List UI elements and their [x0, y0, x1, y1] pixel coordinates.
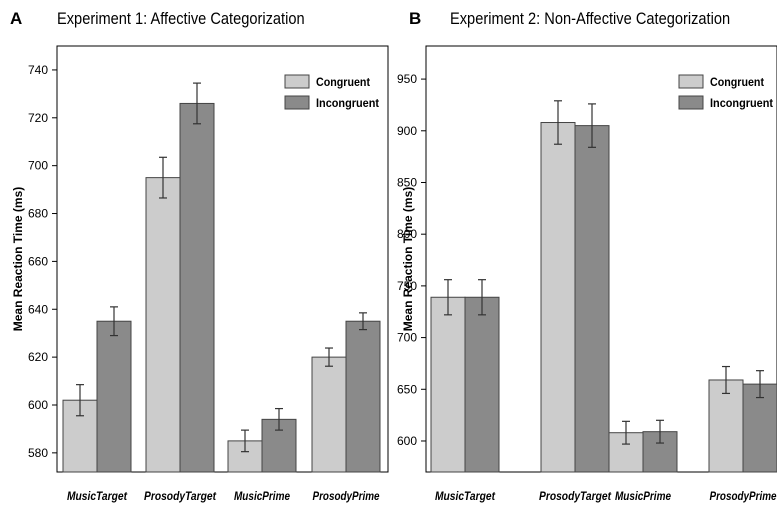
y-tick-label: 600 [397, 434, 417, 448]
x-category-label: ProsodyTarget [144, 489, 217, 503]
chart-title: Experiment 2: Non-Affective Categorizati… [450, 9, 731, 28]
y-tick-label: 800 [397, 227, 417, 241]
bar [345, 320, 381, 473]
y-tick-label: 900 [397, 124, 417, 138]
panel-a: A Experiment 1: Affective Categorization… [10, 9, 389, 503]
x-category-label: MusicPrime [234, 489, 290, 503]
y-tick-label: 700 [28, 159, 48, 173]
legend-swatch [678, 95, 704, 110]
panel-letter: B [409, 9, 422, 28]
y-tick-label: 740 [28, 63, 48, 77]
y-tick-label: 620 [28, 350, 48, 364]
y-tick-label: 580 [28, 446, 48, 460]
bar [430, 296, 466, 473]
x-category-label: MusicPrime [615, 489, 671, 503]
x-category-label: ProsodyTarget [539, 489, 612, 503]
y-tick-label: 850 [397, 175, 417, 189]
bar [261, 418, 297, 473]
chart-title: Experiment 1: Affective Categorization [57, 9, 305, 28]
y-axis-label: Mean Reaction Time (ms) [401, 187, 415, 331]
legend-swatch [284, 74, 310, 89]
legend-swatch [284, 95, 310, 110]
bar [742, 383, 777, 473]
panel-letter: A [10, 9, 23, 28]
legend-label: Congruent [316, 75, 370, 89]
y-tick-label: 650 [397, 382, 417, 396]
y-tick-label: 720 [28, 111, 48, 125]
x-category-label: ProsodyPrime [710, 489, 777, 503]
panel-b: B Experiment 2: Non-Affective Categoriza… [390, 0, 777, 513]
y-tick-label: 950 [397, 72, 417, 86]
chart-a: 580 600 620 640 660 680 700 720 740 Mean Reaction… [11, 45, 389, 503]
bar [311, 356, 347, 473]
bar [464, 296, 500, 473]
bar [540, 122, 576, 473]
chart-b: 600 650 700 750 800 850 900 950 Mean Reaction Ti… [397, 45, 777, 503]
x-category-label: MusicTarget [435, 489, 496, 503]
y-tick-label: 680 [28, 207, 48, 221]
y-axis-label: Mean Reaction Time (ms) [11, 187, 25, 331]
bar [574, 125, 610, 473]
y-tick-label: 700 [397, 331, 417, 345]
legend-swatch [678, 74, 704, 89]
legend-label: Incongruent [710, 96, 773, 110]
bar [179, 102, 215, 473]
y-tick-label: 640 [28, 302, 48, 316]
x-category-label: MusicTarget [67, 489, 128, 503]
y-tick-label: 660 [28, 254, 48, 268]
legend-label: Incongruent [316, 96, 379, 110]
y-tick-label: 750 [397, 279, 417, 293]
plot-frame [56, 45, 389, 473]
y-tick-label: 600 [28, 398, 48, 412]
legend-label: Congruent [710, 75, 764, 89]
bar [145, 177, 181, 473]
x-category-label: ProsodyPrime [313, 489, 380, 503]
bar [96, 320, 132, 473]
